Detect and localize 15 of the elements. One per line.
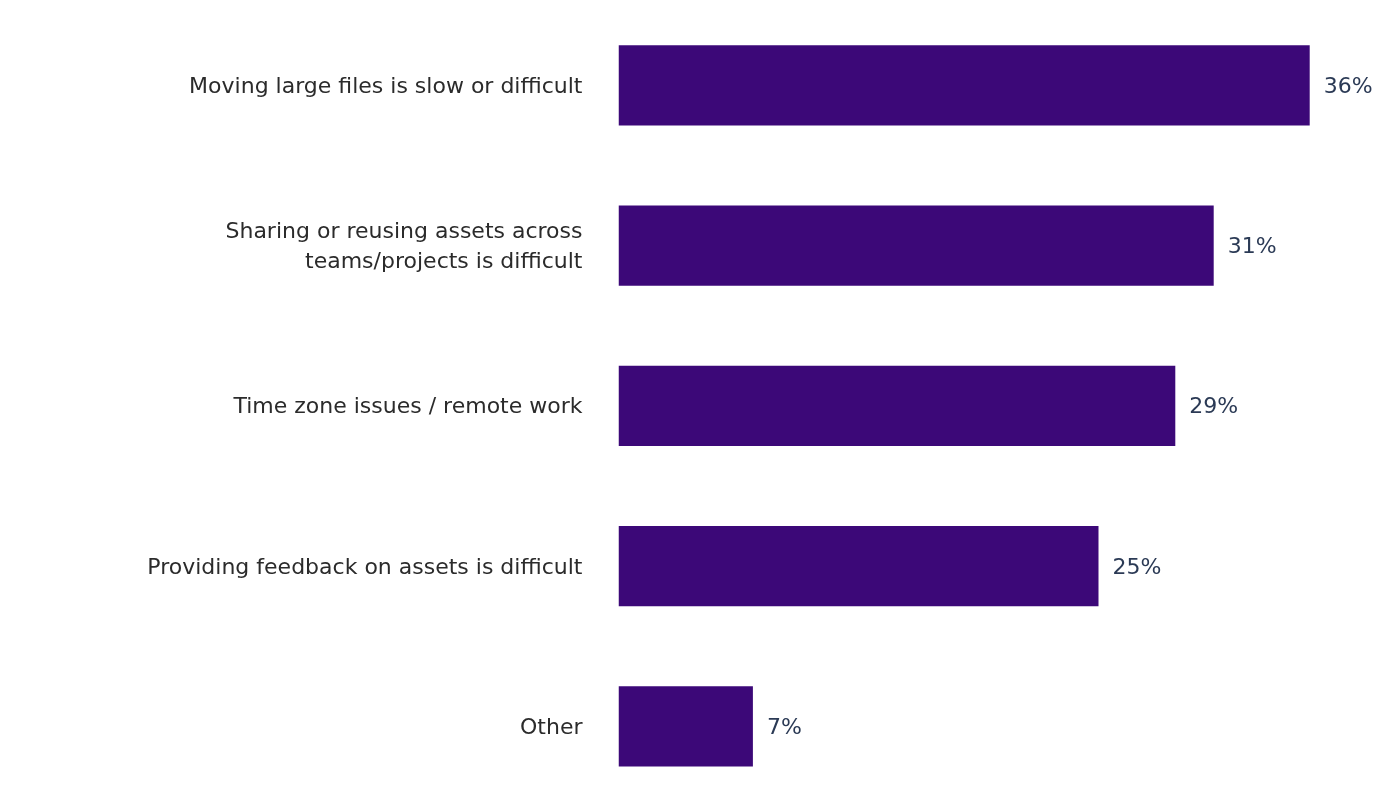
y-tick-label: Providing feedback on assets is difficult <box>147 553 583 579</box>
y-tick-label: Other <box>520 713 584 739</box>
data-label: 29% <box>1189 393 1239 419</box>
data-label: 7% <box>766 713 802 739</box>
bar <box>618 365 1176 446</box>
y-tick-label: Time zone issues / remote work <box>232 393 583 419</box>
bar <box>618 205 1214 286</box>
bar <box>618 45 1310 126</box>
bar <box>618 686 753 767</box>
bar <box>618 526 1099 607</box>
y-tick-label: Moving large files is slow or difficult <box>189 72 583 98</box>
data-label: 31% <box>1227 233 1277 259</box>
y-tick-label: Sharing or reusing assets across teams/projects is difficult <box>225 218 583 274</box>
data-label: 25% <box>1112 553 1162 579</box>
data-label: 36% <box>1323 72 1373 98</box>
